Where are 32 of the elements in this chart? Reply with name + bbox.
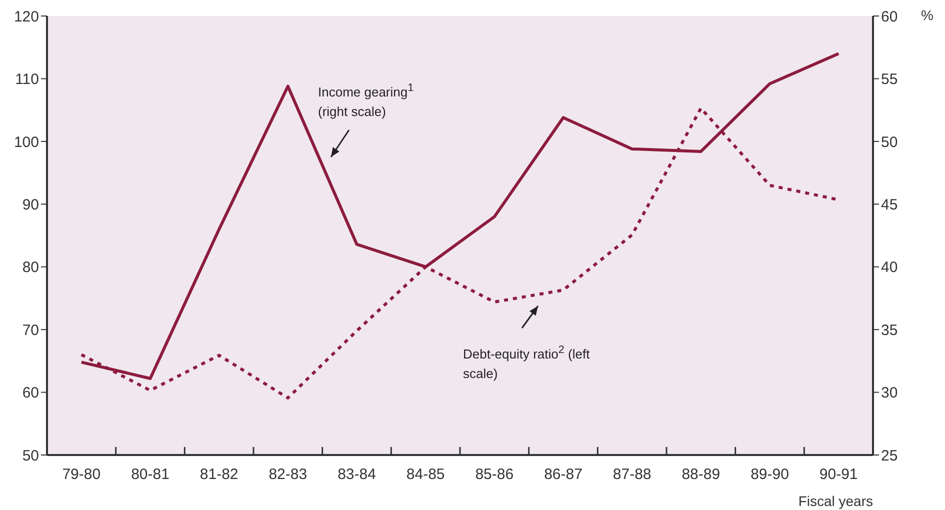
y-tick-label: 90 [22,196,39,214]
x-tick-label: 81-82 [200,466,238,483]
y2-tick-label: 35 [881,322,898,339]
y2-tick-label: 60 [881,8,898,26]
y-tick-label: 100 [14,134,39,151]
x-axis-title: Fiscal years [798,493,873,509]
y-tick-label: 60 [22,384,39,402]
y2-tick-label: 30 [881,384,898,402]
text: Debt-equity ratio$^{2}$ (left scale) [463,344,590,382]
x-tick-label: 83-84 [338,466,376,483]
x-tick-label: 80-81 [131,466,170,483]
x-tick-label: 84-85 [406,466,445,483]
x-tick-label: 88-89 [682,466,720,483]
x-tick-label: 85-86 [475,466,514,483]
y-tick-label: 110 [15,71,39,88]
x-tick-label: 86-87 [544,466,582,483]
x-tick-label: 90-91 [819,466,858,483]
y-tick-label: 70 [22,322,39,339]
y2-tick-label: 55 [881,71,898,88]
x-tick-label: 79-80 [62,466,101,483]
x-tick-label: 89-90 [750,466,789,483]
y-tick-label: 50 [22,447,39,464]
y2-tick-label: 45 [881,196,898,214]
y2-tick-label: 25 [881,447,898,464]
x-tick-label: 87-88 [612,466,652,483]
y2-tick-label: 50 [881,134,898,151]
x-tick-label: 82-83 [268,466,308,483]
text: Income gearing$^{1}$ (right scale) [318,82,414,120]
y2-axis-title: % [921,7,934,23]
y-tick-label: 80 [22,259,39,276]
y2-tick-label: 40 [881,259,898,276]
y-tick-label: 120 [14,8,39,26]
